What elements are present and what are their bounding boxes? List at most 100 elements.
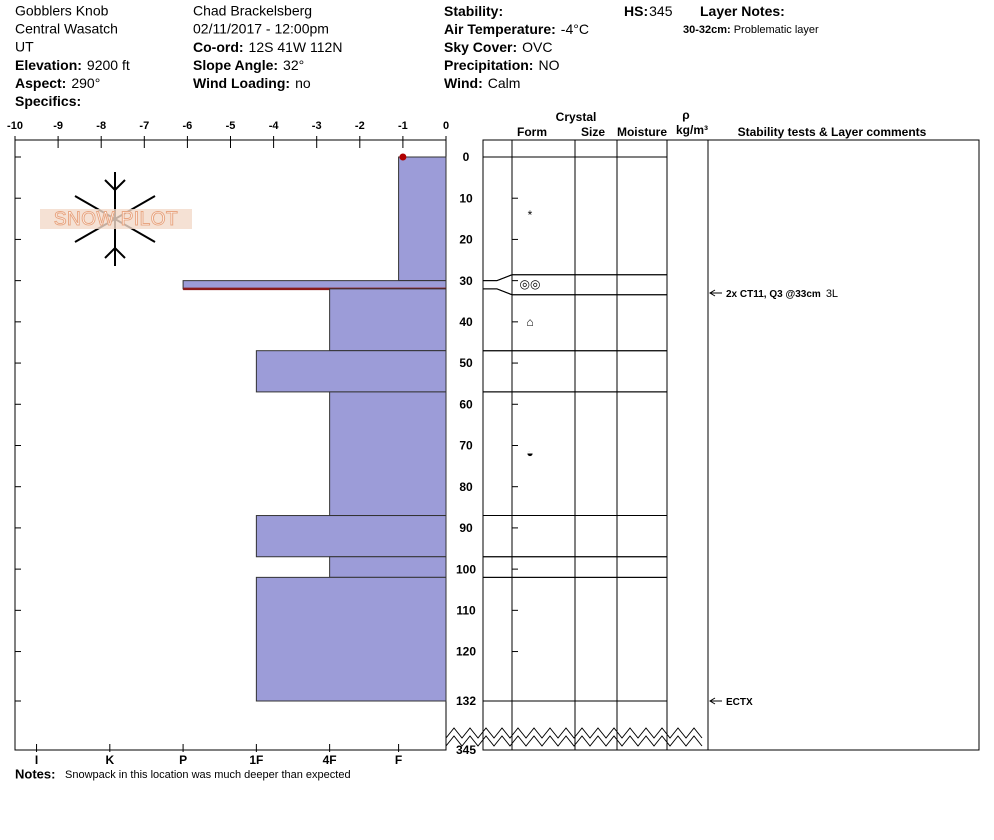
y-tick-label: 70 — [459, 439, 473, 453]
notes-label: Notes: — [15, 766, 55, 781]
y-tick-label: 100 — [456, 562, 476, 576]
field-label: Precipitation: — [444, 57, 533, 73]
site-line: Central Wasatch — [15, 21, 118, 37]
field-label: HS: — [624, 3, 648, 19]
hardness-label: I — [35, 753, 38, 767]
hardness-label: F — [395, 753, 402, 767]
layer-connector — [483, 288, 513, 296]
field-label: Wind: — [444, 75, 483, 91]
logo-band — [40, 209, 192, 229]
x-tick-label: -6 — [183, 120, 193, 132]
hardness-bar — [398, 156, 447, 282]
x-tick-label: -9 — [53, 120, 63, 132]
field-label: Sky Cover: — [444, 39, 517, 55]
y-tick-label: 50 — [459, 356, 473, 370]
layer-note-label: 30-32cm: — [683, 24, 731, 36]
y-tick-label: 120 — [456, 645, 476, 659]
x-tick-label: -8 — [96, 120, 106, 132]
hardness-label: P — [179, 753, 187, 767]
y-tick-label: 132 — [456, 694, 476, 708]
hardness-bar — [255, 515, 447, 558]
site-line: UT — [15, 39, 34, 55]
logo-text: SNOW PILOT — [54, 209, 178, 230]
test-label: ECTX — [726, 697, 753, 708]
crystal-form: ◎◎ — [520, 277, 541, 291]
hs-label: 345 — [456, 743, 476, 757]
field-value: 345 — [649, 3, 673, 19]
field-label: Elevation: — [15, 57, 82, 73]
comments-frame — [707, 139, 980, 751]
hardness-bar — [329, 391, 447, 517]
y-tick-label: 60 — [459, 397, 473, 411]
column-header: Crystal — [556, 110, 597, 124]
x-tick-label: -10 — [7, 120, 23, 132]
hardness-bar — [255, 576, 447, 702]
layer-note: 30-32cm: Problematic layer — [683, 24, 819, 36]
test-text: ECTX — [726, 697, 753, 708]
test-label: 2x CT11, Q3 @33cm — [726, 289, 821, 300]
field: Co-ord: 12S 41W 112N — [193, 39, 342, 55]
field-label: Slope Angle: — [193, 57, 278, 73]
field-value: NO — [538, 57, 559, 73]
field-label: Air Temperature: — [444, 21, 556, 37]
field-label: Co-ord: — [193, 39, 244, 55]
x-tick-label: -7 — [139, 120, 149, 132]
column-header: Moisture — [617, 125, 667, 139]
field: Specifics: — [15, 93, 81, 109]
column-header: Stability tests & Layer comments — [738, 125, 927, 139]
layer-connector — [483, 288, 513, 296]
datetime: 02/11/2017 - 12:00pm — [193, 21, 329, 37]
hardness-bar — [329, 556, 447, 578]
test-text: 2x CT11, Q3 @33cm 3L — [726, 288, 838, 300]
depth-break — [445, 735, 703, 747]
observer: Chad Brackelsberg — [193, 3, 312, 19]
field-label: Wind Loading: — [193, 75, 290, 91]
field-value: 290° — [71, 75, 100, 91]
x-tick-label: -4 — [269, 120, 280, 132]
field-value: -4°C — [561, 21, 589, 37]
column-header: Size — [581, 125, 605, 139]
test-arrowhead — [709, 289, 716, 297]
x-tick-label: -5 — [226, 120, 236, 132]
layer-connector — [483, 274, 513, 282]
field-value: OVC — [522, 39, 552, 55]
hardness-label: 1F — [249, 753, 263, 767]
layer-note-text: Problematic layer — [734, 24, 819, 36]
field-value: 9200 ft — [87, 57, 130, 73]
hardness-bar — [255, 350, 447, 393]
field: Slope Angle: 32° — [193, 57, 304, 73]
field-label: Layer Notes: — [700, 3, 785, 19]
crystal-form: * — [528, 208, 533, 222]
y-tick-label: 10 — [459, 191, 473, 205]
field: HS:345 — [624, 3, 673, 19]
depth-break — [445, 727, 703, 739]
field-label: Stability: — [444, 3, 503, 19]
crystal-form: ⌂ — [526, 315, 533, 329]
column-header: ρ — [682, 108, 689, 122]
y-tick-label: 40 — [459, 315, 473, 329]
field: Aspect: 290° — [15, 75, 100, 91]
hardness-label: 4F — [323, 753, 337, 767]
field: Sky Cover: OVC — [444, 39, 553, 55]
field: Air Temperature: -4°C — [444, 21, 589, 37]
y-tick-label: 80 — [459, 480, 473, 494]
layer-connector — [483, 274, 513, 282]
field: Wind: Calm — [444, 75, 520, 91]
y-tick-label: 90 — [459, 521, 473, 535]
site-line: Gobblers Knob — [15, 3, 109, 19]
field-value: 12S 41W 112N — [249, 39, 343, 55]
field-value: Calm — [488, 75, 521, 91]
notes-text: Snowpack in this location was much deepe… — [65, 769, 351, 781]
temperature-point — [399, 153, 407, 161]
x-tick-label: 0 — [443, 120, 449, 132]
field: Precipitation: NO — [444, 57, 560, 73]
y-tick-label: 0 — [463, 150, 470, 164]
hardness-bar — [329, 288, 447, 352]
field: Stability: — [444, 3, 503, 19]
column-header: Form — [517, 125, 547, 139]
field-label: Specifics: — [15, 93, 81, 109]
field-label: Aspect: — [15, 75, 66, 91]
column-header: kg/m³ — [676, 123, 708, 137]
y-tick-label: 30 — [459, 274, 473, 288]
